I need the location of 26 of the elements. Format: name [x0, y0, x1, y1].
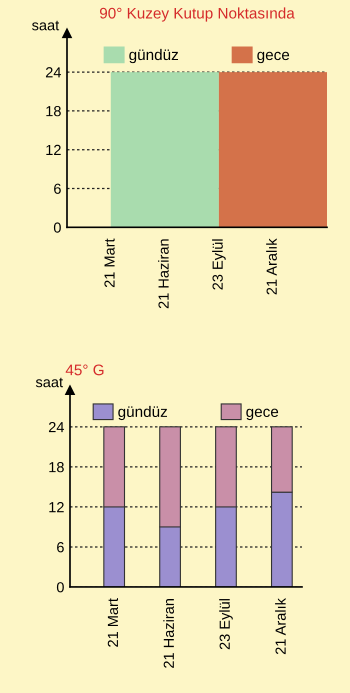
legend-label: gündüz	[129, 48, 178, 64]
x-tick-label: 21 Mart	[104, 238, 115, 288]
y-tick-label: 6	[57, 542, 64, 552]
y-tick-label: 24	[48, 422, 64, 432]
chart-title: 45° G	[66, 364, 104, 376]
y-tick-label: 0	[54, 222, 61, 233]
legend-label: gece	[257, 52, 290, 64]
y-tick-label: 24	[46, 67, 62, 78]
y-tick-label: 0	[56, 582, 64, 592]
x-tick-label: 21 Haziran	[158, 239, 169, 308]
chart-title: 90° Kuzey Kutup Noktasında	[100, 7, 295, 22]
x-tick-label: 21 Haziran	[163, 599, 174, 668]
y-tick-label: 12	[46, 144, 61, 155]
x-tick-label: 23 Eylül	[212, 239, 226, 290]
y-tick-label: 12	[49, 502, 64, 512]
x-tick-label: 23 Eylül	[219, 599, 233, 650]
y-tick-label: 6	[54, 184, 61, 194]
y-tick-label: 18	[49, 462, 64, 472]
y-axis-title: saat	[36, 378, 63, 388]
legend-label: gece	[246, 408, 278, 420]
legend-label: gündüz	[118, 406, 168, 420]
x-tick-label: 21 Aralık	[266, 238, 277, 294]
y-axis-title: saat	[32, 20, 60, 30]
x-tick-label: 21 Aralık	[275, 598, 286, 654]
x-tick-label: 21 Mart	[108, 598, 118, 647]
y-tick-label: 18	[46, 106, 61, 116]
